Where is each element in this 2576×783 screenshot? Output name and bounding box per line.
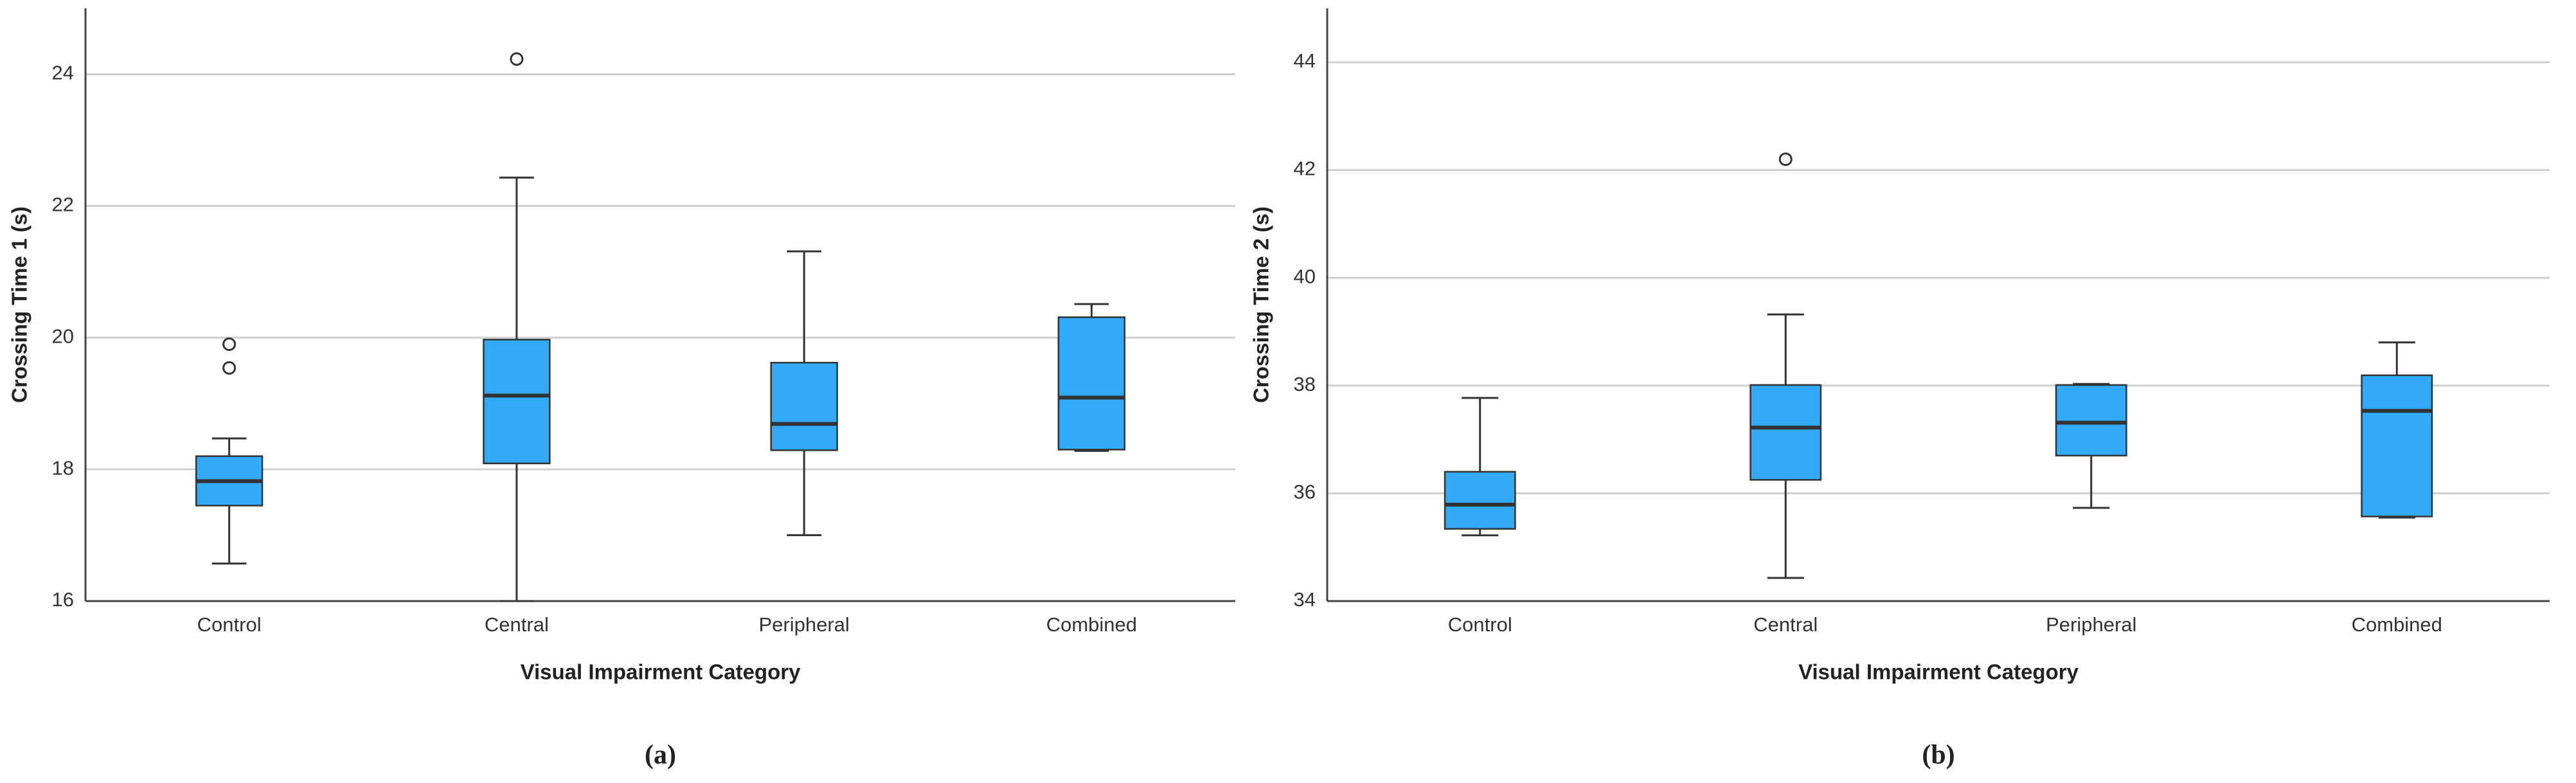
y-tick-label: 34	[1294, 588, 1316, 611]
box	[2361, 374, 2433, 518]
x-tick-label: Peripheral	[758, 613, 849, 636]
outlier	[222, 337, 237, 351]
outlier	[1778, 152, 1793, 166]
x-tick-label: Combined	[2352, 613, 2442, 636]
x-tick-label: Central	[1753, 613, 1818, 636]
y-tick-label: 16	[52, 588, 74, 611]
chart: 16 18 20 22 24 Control Central Peripheral Combin…	[8, 8, 1235, 770]
y-tick-label: 40	[1294, 265, 1316, 287]
x-axis-title: Visual Impairment Category	[1798, 660, 2079, 684]
box	[483, 339, 551, 465]
box	[2055, 384, 2127, 456]
y-tick-label: 42	[1294, 158, 1316, 180]
x-axis-title: Visual Impairment Category	[521, 660, 801, 684]
y-tick-label: 36	[1294, 481, 1316, 503]
y-tick-label: 24	[52, 62, 74, 84]
y-axis-title: Crossing Time 1 (s)	[8, 206, 31, 403]
y-tick-label: 22	[52, 194, 74, 216]
x-tick-label: Combined	[1046, 613, 1137, 636]
x-tick-label: Control	[1448, 613, 1512, 636]
x-tick-label: Central	[485, 613, 549, 636]
box	[770, 361, 838, 451]
y-tick-label: 20	[52, 325, 74, 347]
x-tick-label: Peripheral	[2046, 613, 2136, 636]
box	[1057, 316, 1126, 451]
outlier	[222, 361, 237, 375]
panel-caption: (b)	[1922, 741, 1954, 770]
y-tick-label: 44	[1294, 50, 1316, 72]
chart: 34 36 38 40 42 44 Control Central Peripheral Comb…	[1249, 8, 2550, 770]
y-axis-title: Crossing Time 2 (s)	[1249, 206, 1273, 403]
y-tick-label: 38	[1294, 373, 1316, 395]
box	[1444, 471, 1516, 530]
box	[1749, 384, 1822, 481]
panel-caption: (a)	[645, 741, 676, 770]
x-tick-label: Control	[197, 613, 262, 636]
outlier	[510, 52, 524, 66]
y-tick-label: 18	[52, 456, 74, 479]
